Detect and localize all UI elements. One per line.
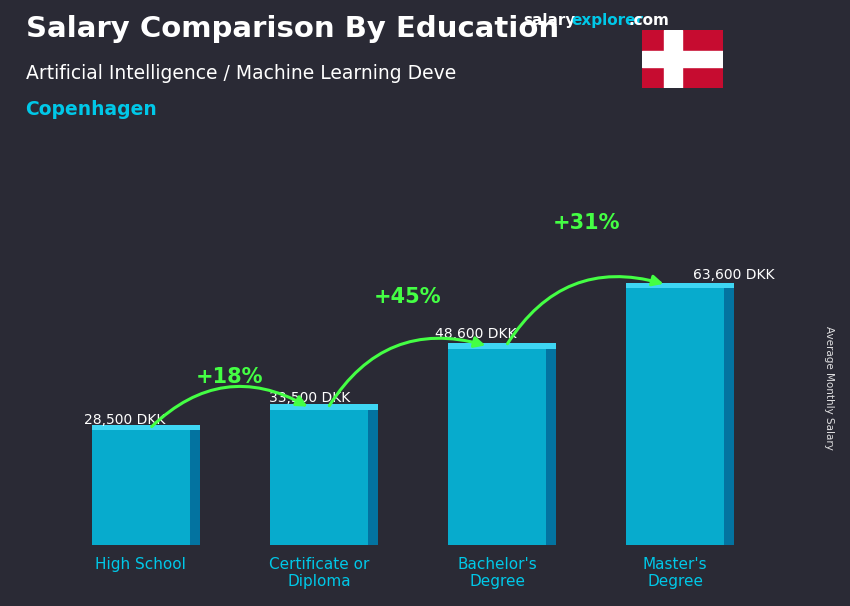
Text: +45%: +45%	[374, 287, 442, 307]
Bar	[92, 425, 200, 430]
Text: +18%: +18%	[196, 367, 264, 387]
Bar	[642, 51, 722, 67]
Text: Salary Comparison By Education: Salary Comparison By Education	[26, 15, 558, 43]
Text: 63,600 DKK: 63,600 DKK	[693, 268, 774, 282]
Bar	[665, 30, 682, 88]
Bar	[546, 349, 556, 545]
Text: Artificial Intelligence / Machine Learning Deve: Artificial Intelligence / Machine Learni…	[26, 64, 456, 82]
Text: .com: .com	[628, 13, 669, 28]
Bar	[368, 410, 377, 545]
Text: Average Monthly Salary: Average Monthly Salary	[824, 326, 834, 450]
Bar	[626, 283, 734, 288]
Text: explorer: explorer	[571, 13, 643, 28]
Bar	[270, 404, 377, 410]
Bar	[92, 430, 190, 545]
Text: 28,500 DKK: 28,500 DKK	[84, 413, 165, 427]
Bar	[448, 349, 546, 545]
Text: +31%: +31%	[552, 213, 620, 233]
Text: 33,500 DKK: 33,500 DKK	[269, 391, 350, 405]
Bar	[626, 288, 724, 545]
Text: 48,600 DKK: 48,600 DKK	[434, 327, 516, 341]
Bar	[448, 344, 556, 349]
Bar	[270, 410, 368, 545]
Bar	[724, 288, 734, 545]
Bar	[190, 430, 200, 545]
Text: Copenhagen: Copenhagen	[26, 100, 157, 119]
Text: salary: salary	[523, 13, 575, 28]
